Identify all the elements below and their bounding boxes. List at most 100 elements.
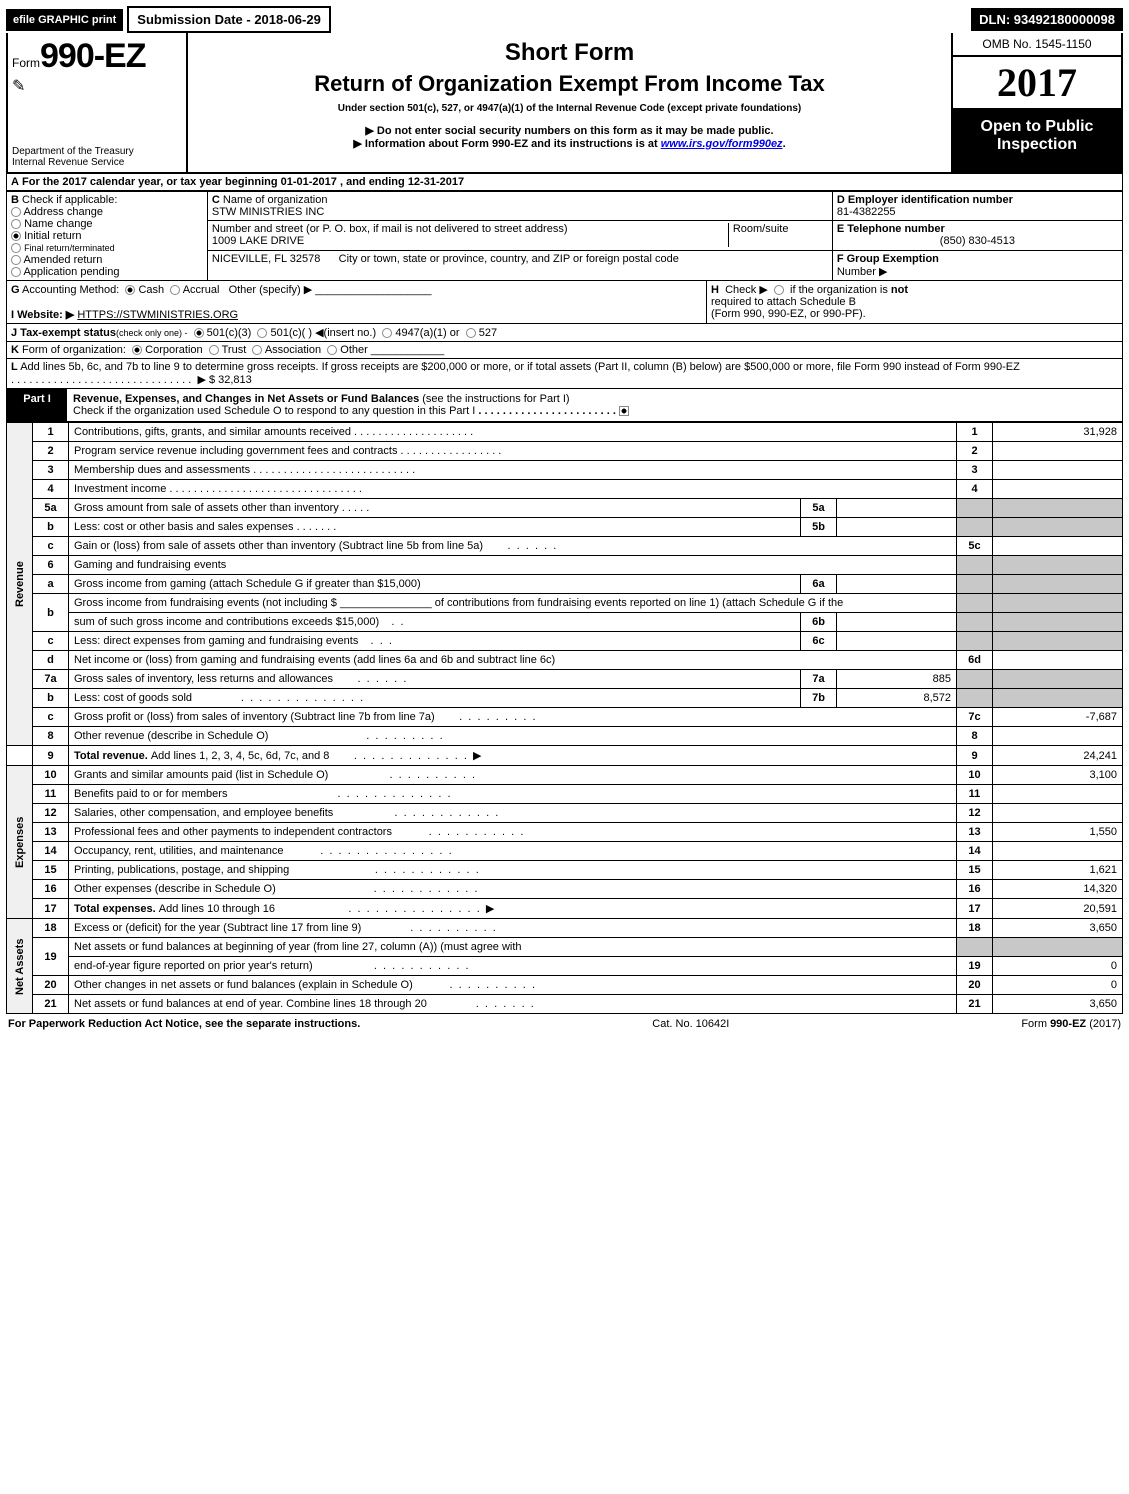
l2-rn: 2 [957,442,993,461]
a-label: A [11,176,19,188]
e-phone: (850) 830-4513 [837,235,1118,247]
cash-radio[interactable] [125,285,135,295]
accrual-radio[interactable] [170,285,180,295]
l7a-shade-v [993,670,1123,689]
g-other: Other (specify) ▶ [229,284,313,296]
j-527-radio[interactable] [466,328,476,338]
k-label: K [11,344,19,356]
l14-desc: Occupancy, rent, utilities, and maintena… [74,845,284,857]
part1-title-wrap: Revenue, Expenses, and Changes in Net As… [67,389,1122,421]
l10-rv: 3,100 [993,766,1123,785]
form-page: efile GRAPHIC print Submission Date - 20… [0,0,1129,1040]
l12-num: 12 [33,804,69,823]
city-value: NICEVILLE, FL 32578 [212,253,320,265]
k-trust-radio[interactable] [209,345,219,355]
c-name: STW MINISTRIES INC [212,206,324,218]
l14-rv [993,842,1123,861]
j-o1: 501(c)(3) [207,327,252,339]
d-label: D Employer identification number [837,194,1013,206]
l6d-rv [993,651,1123,670]
h-not: not [891,284,908,296]
l6b-mn: 6b [801,613,837,632]
j-o3: 4947(a)(1) or [395,327,459,339]
l16-desc: Other expenses (describe in Schedule O) [74,883,276,895]
h-checkbox[interactable] [774,285,784,295]
final-return-checkbox[interactable] [11,243,21,253]
l2-rv [993,442,1123,461]
website-link[interactable]: HTTPS://STWMINISTRIES.ORG [77,309,238,321]
dept-treasury: Department of the Treasury [12,146,182,157]
j-501c-radio[interactable] [257,328,267,338]
l19-shade-n [957,938,993,957]
open-pub-1: Open to Public [961,118,1113,136]
a-end: 12-31-2017 [408,176,464,188]
j-4947-radio[interactable] [382,328,392,338]
l5b-desc: Less: cost or other basis and sales expe… [74,521,294,533]
k-corp-radio[interactable] [132,345,142,355]
l4-rv [993,480,1123,499]
header-center: Short Form Return of Organization Exempt… [188,33,951,172]
l5b-shade-v [993,518,1123,537]
app-pending-checkbox[interactable] [11,267,21,277]
footer-left: For Paperwork Reduction Act Notice, see … [8,1018,360,1030]
footer-right-post: (2017) [1086,1018,1121,1030]
amended-checkbox[interactable] [11,255,21,265]
b-checkif: Check if applicable: [22,194,117,206]
part1-header: Part I Revenue, Expenses, and Changes in… [6,389,1123,422]
name-change-checkbox[interactable] [11,219,21,229]
schedule-o-checkbox[interactable] [619,406,629,416]
l6c-num: c [33,632,69,651]
l5b-num: b [33,518,69,537]
omb-number: OMB No. 1545-1150 [953,33,1121,57]
l3-num: 3 [33,461,69,480]
l6b-shade-v2 [993,613,1123,632]
addr-change-checkbox[interactable] [11,207,21,217]
l4-rn: 4 [957,480,993,499]
l5a-num: 5a [33,499,69,518]
j-501c3-radio[interactable] [194,328,204,338]
l9-rn: 9 [957,746,993,766]
l7b-num: b [33,689,69,708]
initial-return-label: Initial return [24,230,81,242]
l15-desc: Printing, publications, postage, and shi… [74,864,289,876]
f-label2: Number ▶ [837,266,888,278]
l1-num: 1 [33,423,69,442]
efile-print-button[interactable]: efile GRAPHIC print [6,9,123,31]
l2-desc: Program service revenue including govern… [74,445,397,457]
k-other-radio[interactable] [327,345,337,355]
l4-desc: Investment income [74,483,166,495]
l2-num: 2 [33,442,69,461]
e-label: E Telephone number [837,223,945,235]
l13-num: 13 [33,823,69,842]
initial-return-checkbox[interactable] [11,231,21,241]
footer-right-bold: 990-EZ [1050,1018,1086,1030]
l6c-shade-v [993,632,1123,651]
h-label: H [711,284,719,296]
k-assoc-radio[interactable] [252,345,262,355]
l6c-desc: Less: direct expenses from gaming and fu… [74,635,358,647]
l19-rv: 0 [993,957,1123,976]
l7a-mv: 885 [837,670,957,689]
l6a-mv [837,575,957,594]
f-label: F Group Exemption [837,253,939,265]
g-accrual: Accrual [183,284,220,296]
street: 1009 LAKE DRIVE [212,235,304,247]
l8-num: 8 [33,727,69,746]
footer-right: Form 990-EZ (2017) [1021,1018,1121,1030]
l10-num: 10 [33,766,69,785]
app-pending-label: Application pending [23,266,119,278]
l7b-mv: 8,572 [837,689,957,708]
l7b-desc: Less: cost of goods sold [74,692,192,704]
l19-num: 19 [33,938,69,976]
l6a-shade-v [993,575,1123,594]
l7b-shade-v [993,689,1123,708]
l17-rv: 20,591 [993,899,1123,919]
under-section: Under section 501(c), 527, or 4947(a)(1)… [194,103,945,114]
j-label: J Tax-exempt status [11,327,116,339]
l8-desc: Other revenue (describe in Schedule O) [74,730,268,742]
header-right: OMB No. 1545-1150 2017 Open to Public In… [951,33,1121,172]
l6a-desc: Gross income from gaming (attach Schedul… [74,578,421,590]
info-link[interactable]: www.irs.gov/form990ez [661,138,783,150]
k-assoc: Association [265,344,321,356]
l9-num: 9 [33,746,69,766]
